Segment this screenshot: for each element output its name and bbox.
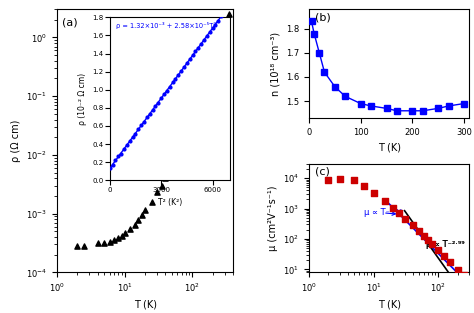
Point [131, 222, 138, 227]
Text: μ ∝ T⁻²·⁹⁹: μ ∝ T⁻²·⁹⁹ [426, 240, 465, 249]
X-axis label: T (K): T (K) [134, 300, 156, 310]
Point [121, 230, 128, 235]
Point [73, 244, 81, 249]
Point [182, 137, 190, 142]
Point [153, 190, 161, 195]
Text: (c): (c) [315, 167, 330, 177]
X-axis label: T (K): T (K) [378, 142, 401, 152]
Y-axis label: μ (cm²V⁻¹s⁻¹): μ (cm²V⁻¹s⁻¹) [267, 185, 277, 251]
Point [440, 253, 447, 258]
Point [350, 178, 358, 183]
Point [415, 228, 423, 233]
Point [135, 218, 142, 223]
Point [454, 268, 462, 273]
Text: (b): (b) [315, 13, 331, 23]
Point [194, 109, 201, 114]
Point [381, 198, 389, 203]
Point [409, 223, 417, 228]
Point [168, 165, 176, 170]
Text: μ ∝ T⁻²·⁹⁹: μ ∝ T⁻²·⁹⁹ [426, 240, 465, 249]
Point [401, 217, 408, 222]
Point [420, 233, 428, 238]
Point [162, 176, 169, 181]
Point [126, 226, 134, 231]
Point [435, 248, 442, 253]
Point [226, 12, 233, 17]
Point [100, 241, 108, 246]
Point [389, 205, 397, 210]
Point [425, 237, 432, 242]
Point [173, 155, 181, 160]
Point [138, 213, 146, 218]
Point [209, 66, 217, 71]
Point [189, 123, 196, 128]
Point [460, 273, 468, 278]
Point [396, 211, 403, 216]
Point [370, 191, 377, 196]
Point [80, 244, 88, 249]
Point [118, 233, 125, 238]
Point [446, 260, 454, 265]
Point [336, 176, 344, 181]
Point [325, 177, 332, 182]
Point [221, 28, 228, 33]
Point [141, 208, 149, 213]
Y-axis label: n (10¹⁸ cm⁻³): n (10¹⁸ cm⁻³) [271, 32, 281, 96]
Point [106, 239, 113, 244]
Point [178, 146, 186, 151]
Point [360, 183, 367, 188]
Point [94, 241, 101, 246]
Y-axis label: ρ (Ω cm): ρ (Ω cm) [10, 120, 20, 162]
Text: μ ∝ T⁻²·¹⁵: μ ∝ T⁻²·¹⁵ [364, 208, 402, 217]
Point [114, 236, 122, 241]
Point [216, 46, 223, 51]
Point [110, 238, 118, 243]
Point [428, 241, 436, 246]
X-axis label: T (K): T (K) [378, 300, 401, 310]
Text: (a): (a) [62, 17, 78, 27]
Point [201, 91, 208, 96]
Point [148, 199, 155, 204]
Point [158, 183, 165, 188]
